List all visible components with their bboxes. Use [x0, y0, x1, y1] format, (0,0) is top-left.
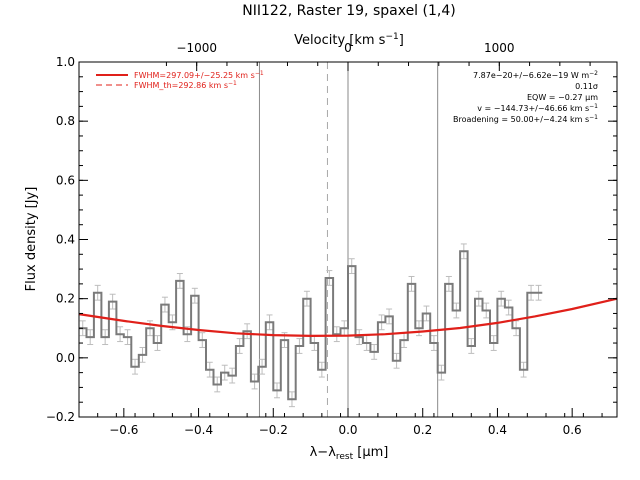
x-tick-label-3: 0.0 [338, 423, 357, 437]
x-tick-label-4: 0.2 [413, 423, 432, 437]
top-axis-label-close: ] [399, 33, 404, 48]
y-tick-label-4: 0.6 [56, 173, 75, 187]
annotation-broadening: Broadening = 50.00+/−4.24 km s−1 [453, 114, 598, 124]
fit-annotations: 7.87e−20+/−6.62e−19 W m−2 0.11σ EQW = −0… [453, 70, 598, 124]
x-axis-label-main: λ−λ [310, 445, 337, 460]
legend-fwhm-th-exp: −1 [228, 80, 237, 87]
vertical-lines [258, 62, 439, 417]
y-tick-label-2: 0.2 [56, 292, 75, 306]
y-tick-label-3: 0.4 [56, 233, 75, 247]
annotation-broadening-exp: −1 [589, 114, 598, 121]
annotation-velocity-exp: −1 [589, 103, 598, 110]
x-axis-label-sub: rest [336, 452, 354, 462]
x-tick-label-5: 0.4 [488, 423, 507, 437]
fit-series [78, 297, 618, 338]
x-axis-label-unit: [μm] [353, 445, 388, 460]
legend-fwhm-text: FWHM=297.09+/−25.25 km s [134, 71, 255, 80]
top-tick-label-2: 1000 [484, 41, 515, 55]
spectrum-series [79, 243, 543, 408]
x-tick-label-6: 0.6 [563, 423, 582, 437]
legend-fwhm-label: FWHM=297.09+/−25.25 km s−1 [134, 70, 264, 80]
top-axis-label-main: Velocity [km s [294, 33, 386, 48]
legend-fwhm-exp: −1 [255, 70, 264, 77]
x-tick-label-0: −0.6 [109, 423, 138, 437]
annotation-flux-exp: −2 [589, 70, 598, 77]
y-axis-label: Flux density [Jy] [24, 187, 39, 292]
legend-fwhm-th-text: FWHM_th=292.86 km s [134, 81, 228, 90]
y-tick-label-5: 0.8 [56, 114, 75, 128]
annotation-flux: 7.87e−20+/−6.62e−19 W m−2 [473, 70, 598, 80]
x-tick-label-2: −0.2 [259, 423, 288, 437]
top-tick-label-0: −1000 [176, 41, 217, 55]
top-axis-label: Velocity [km s−1] [294, 32, 404, 48]
x-tick-label-1: −0.4 [184, 423, 213, 437]
annotation-velocity: v = −144.73+/−46.66 km s−1 [477, 103, 598, 113]
annotation-sigma: 0.11σ [575, 82, 598, 91]
legend-fwhm-th-label: FWHM_th=292.86 km s−1 [134, 80, 237, 90]
y-tick-label-1: 0.0 [56, 351, 75, 365]
chart-title: NII122, Raster 19, spaxel (1,4) [242, 3, 455, 19]
annotation-eqw: EQW = −0.27 μm [527, 93, 598, 102]
annotation-velocity-main: v = −144.73+/−46.66 km s [477, 104, 589, 113]
fit-curve-line [78, 297, 618, 338]
legend: FWHM=297.09+/−25.25 km s−1 FWHM_th=292.8… [96, 70, 264, 90]
top-tick-label-1: 0 [344, 41, 352, 55]
top-axis-label-exp: −1 [385, 32, 398, 42]
y-tick-label-6: 1.0 [56, 55, 75, 69]
axes: −0.6 −0.4 −0.2 0.0 0.2 0.4 0.6 −0.2 0.0 0.2 0.4 0.6… [46, 41, 618, 437]
x-axis-label: λ−λrest [μm] [310, 445, 389, 462]
annotation-flux-main: 7.87e−20+/−6.62e−19 W m [473, 71, 589, 80]
annotation-broadening-main: Broadening = 50.00+/−4.24 km s [453, 115, 589, 124]
y-tick-label-0: −0.2 [46, 410, 75, 424]
spectrum-step-line [79, 250, 543, 401]
